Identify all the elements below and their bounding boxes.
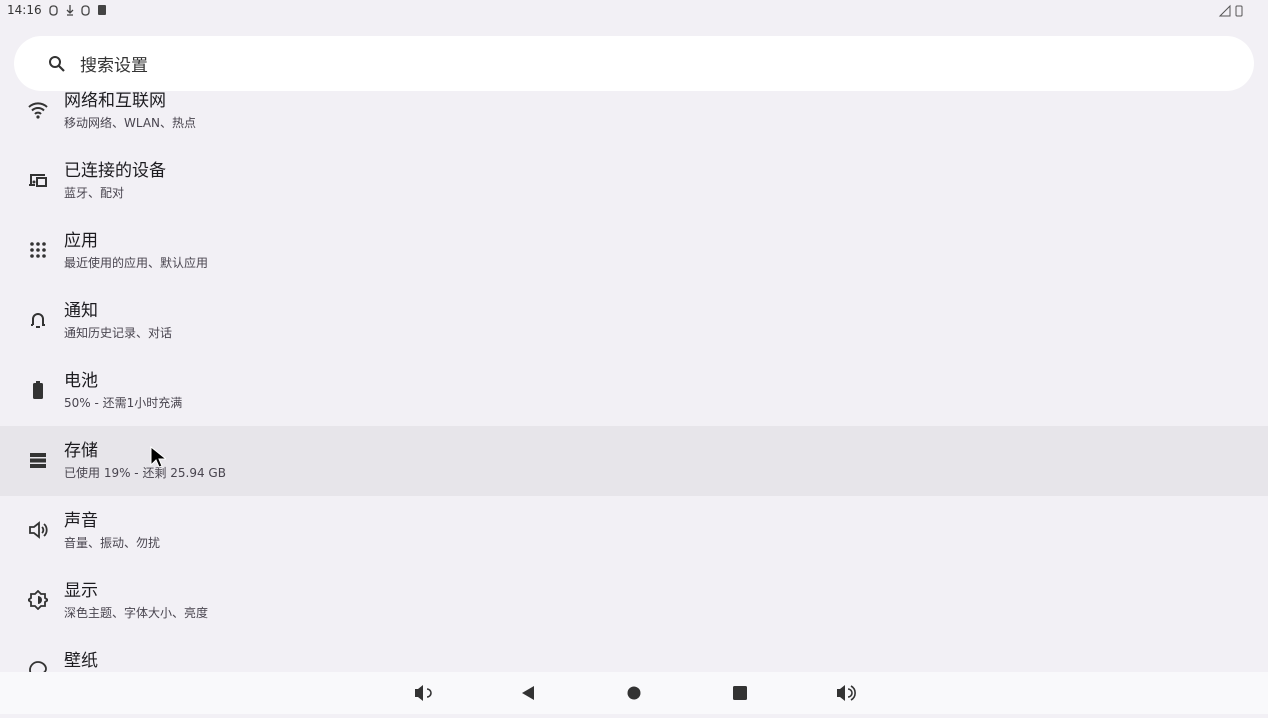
volume-icon <box>29 521 48 539</box>
home-button[interactable] <box>627 686 641 700</box>
settings-item[interactable]: 存储 已使用 19% - 还剩 25.94 GB <box>0 426 1268 496</box>
wifi-icon <box>28 102 48 119</box>
item-subtitle: 最近使用的应用、默认应用 <box>64 256 209 270</box>
status-bar: 14:16 <box>7 3 108 17</box>
item-title: 存储 <box>64 441 98 461</box>
palette-icon <box>29 661 47 672</box>
status-icons <box>48 5 106 16</box>
display-icon <box>28 590 48 610</box>
apps-icon <box>30 242 46 258</box>
settings-item[interactable]: 已连接的设备 蓝牙、配对 <box>0 146 1268 216</box>
mouse-cursor <box>150 446 166 468</box>
back-button[interactable] <box>522 686 534 700</box>
devices-icon <box>29 174 47 187</box>
recents-button[interactable] <box>733 686 747 700</box>
volume-up-button[interactable] <box>837 685 856 701</box>
bell-icon <box>31 313 45 328</box>
item-subtitle: 移动网络、WLAN、热点 <box>64 116 197 130</box>
storage-icon <box>30 453 46 468</box>
item-subtitle: 蓝牙、配对 <box>64 186 125 200</box>
item-title: 显示 <box>64 581 98 601</box>
item-title: 电池 <box>64 371 98 391</box>
navigation-bar <box>0 672 1268 714</box>
settings-item[interactable]: 通知 通知历史记录、对话 <box>0 286 1268 356</box>
item-title: 已连接的设备 <box>64 161 166 181</box>
settings-item[interactable]: 壁纸 主屏幕、锁定屏幕 <box>0 636 1268 672</box>
item-subtitle: 通知历史记录、对话 <box>64 326 173 340</box>
item-title: 通知 <box>64 301 98 321</box>
item-title: 声音 <box>64 511 98 531</box>
settings-item[interactable]: 声音 音量、振动、勿扰 <box>0 496 1268 566</box>
item-title: 壁纸 <box>64 651 98 671</box>
item-subtitle: 音量、振动、勿扰 <box>64 536 161 550</box>
settings-list: 网络和互联网 移动网络、WLAN、热点 已连接的设备 蓝牙、配对 应用 最近使用… <box>0 91 1268 672</box>
item-subtitle: 深色主题、字体大小、亮度 <box>64 606 209 620</box>
item-subtitle: 50% - 还需1小时充满 <box>64 396 183 410</box>
item-subtitle: 已使用 19% - 还剩 25.94 GB <box>64 466 226 480</box>
settings-item[interactable]: 网络和互联网 移动网络、WLAN、热点 <box>0 91 1268 146</box>
search-placeholder: 搜索设置 <box>80 56 148 76</box>
settings-item[interactable]: 电池 50% - 还需1小时充满 <box>0 356 1268 426</box>
settings-item[interactable]: 应用 最近使用的应用、默认应用 <box>0 216 1268 286</box>
search-bar[interactable]: 搜索设置 <box>14 36 1254 91</box>
volume-down-button[interactable] <box>415 685 423 701</box>
nav-buttons <box>415 685 856 701</box>
clock: 14:16 <box>7 3 42 17</box>
battery-icon <box>33 381 43 399</box>
search-icon <box>49 55 65 72</box>
item-title: 应用 <box>64 231 98 251</box>
settings-item[interactable]: 显示 深色主题、字体大小、亮度 <box>0 566 1268 636</box>
item-title: 网络和互联网 <box>64 91 166 111</box>
signal-battery <box>1218 4 1243 17</box>
